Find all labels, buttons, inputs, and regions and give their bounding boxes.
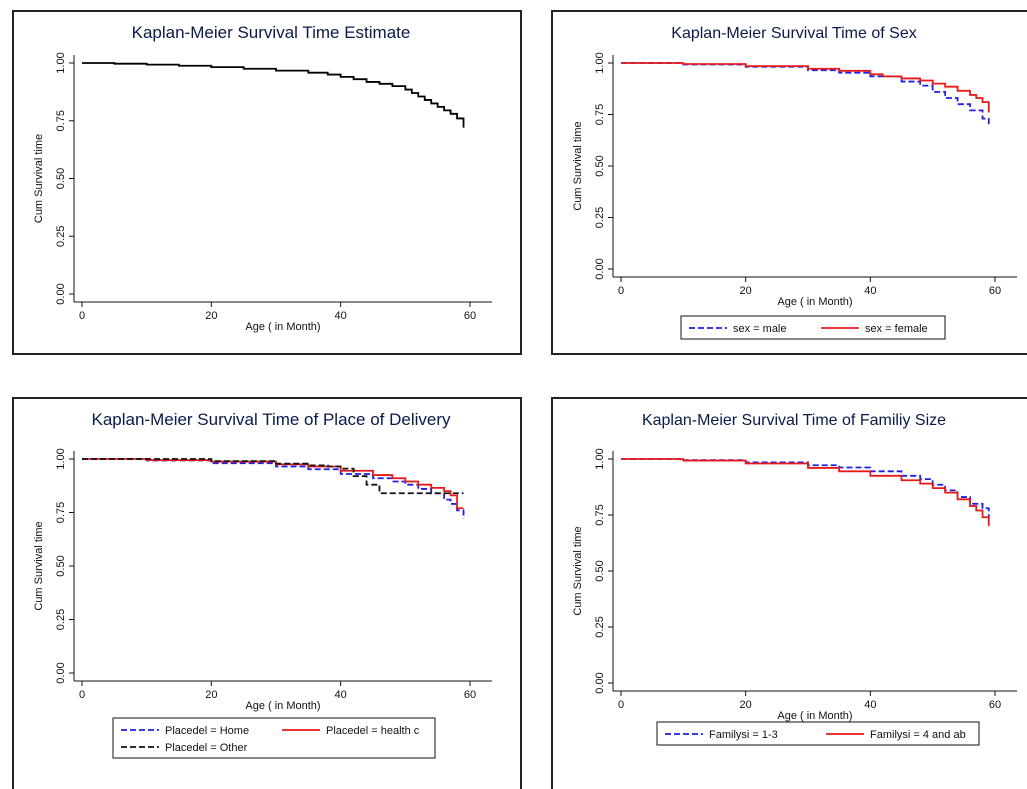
legend-box — [656, 721, 980, 746]
legend-label: Placedel = Other — [165, 742, 248, 754]
series-line-1 — [621, 62, 990, 113]
y-tick-label: 0.75 — [55, 110, 67, 131]
x-tick-label: 40 — [335, 310, 347, 322]
series-line-2 — [82, 458, 464, 495]
y-tick-label: 0.00 — [594, 672, 606, 693]
y-tick-label: 1.00 — [594, 52, 606, 73]
x-tick-label: 0 — [618, 699, 624, 711]
chart-title: Kaplan-Meier Survival Time of Familiy Si… — [642, 412, 946, 429]
x-axis-label: Age ( in Month) — [245, 321, 320, 333]
series-line-1 — [621, 458, 990, 527]
legend-label: Placedel = Home — [165, 725, 249, 737]
x-axis-label: Age ( in Month) — [777, 296, 852, 308]
y-tick-label: 0.50 — [594, 155, 606, 176]
legend-label: sex = female — [865, 323, 928, 335]
series-line-0 — [621, 62, 990, 127]
series-line-0 — [82, 458, 465, 519]
y-axis-label: Cum Survival time — [572, 526, 584, 615]
chart-title: Kaplan-Meier Survival Time of Sex — [671, 25, 916, 42]
legend-label: Familysi = 1-3 — [709, 729, 778, 741]
y-tick-label: 0.50 — [55, 555, 67, 576]
legend-label: sex = male — [733, 323, 787, 335]
y-tick-label: 0.75 — [594, 104, 606, 125]
y-tick-label: 0.00 — [55, 283, 67, 304]
x-tick-label: 40 — [864, 285, 876, 297]
chart-panel-family-size: Kaplan-Meier Survival Time of Familiy Si… — [551, 397, 1027, 789]
x-tick-label: 20 — [740, 285, 752, 297]
x-tick-label: 0 — [79, 689, 85, 701]
y-tick-label: 0.25 — [55, 226, 67, 247]
x-tick-label: 40 — [335, 689, 347, 701]
y-tick-label: 0.25 — [594, 616, 606, 637]
series-line-0 — [82, 62, 465, 128]
chart-svg-place-of-delivery: Kaplan-Meier Survival Time of Place of D… — [33, 410, 492, 759]
y-tick-label: 1.00 — [594, 448, 606, 469]
x-tick-label: 60 — [989, 285, 1001, 297]
chart-title: Kaplan-Meier Survival Time Estimate — [132, 23, 411, 42]
y-axis-label: Cum Survival time — [33, 521, 45, 610]
y-tick-label: 0.00 — [594, 258, 606, 279]
y-tick-label: 0.75 — [55, 502, 67, 523]
y-tick-label: 0.50 — [594, 560, 606, 581]
x-tick-label: 60 — [464, 689, 476, 701]
chart-panel-sex: Kaplan-Meier Survival Time of Sex 0.00 0.2… — [551, 10, 1027, 355]
legend-label: Placedel = health c — [326, 725, 420, 737]
y-tick-label: 1.00 — [55, 52, 67, 73]
x-tick-label: 20 — [740, 699, 752, 711]
x-tick-label: 60 — [989, 699, 1001, 711]
chart-svg-sex: Kaplan-Meier Survival Time of Sex 0.00 0.2… — [572, 25, 1017, 340]
x-tick-label: 60 — [464, 310, 476, 322]
y-tick-label: 0.75 — [594, 504, 606, 525]
y-tick-label: 0.50 — [55, 168, 67, 189]
chart-svg-family-size: Kaplan-Meier Survival Time of Familiy Si… — [572, 412, 1017, 746]
legend-box — [680, 315, 946, 340]
y-tick-label: 0.25 — [55, 609, 67, 630]
legend-box — [112, 717, 436, 759]
x-tick-label: 20 — [205, 689, 217, 701]
y-tick-label: 1.00 — [55, 448, 67, 469]
series-line-1 — [82, 458, 464, 510]
legend-label: Familysi = 4 and ab — [870, 729, 966, 741]
chart-panel-estimate: Kaplan-Meier Survival Time Estimate 0.00 0… — [12, 10, 522, 355]
chart-panel-place-of-delivery: Kaplan-Meier Survival Time of Place of D… — [12, 397, 522, 789]
x-tick-label: 0 — [79, 310, 85, 322]
y-axis-label: Cum Survival time — [33, 134, 45, 223]
y-tick-label: 0.25 — [594, 207, 606, 228]
x-axis-label: Age ( in Month) — [777, 710, 852, 722]
y-tick-label: 0.00 — [55, 662, 67, 683]
x-tick-label: 20 — [205, 310, 217, 322]
x-tick-label: 40 — [864, 699, 876, 711]
y-axis-label: Cum Survival time — [572, 121, 584, 210]
x-tick-label: 0 — [618, 285, 624, 297]
chart-svg-estimate: Kaplan-Meier Survival Time Estimate 0.00 0… — [33, 23, 492, 333]
chart-title: Kaplan-Meier Survival Time of Place of D… — [91, 410, 451, 429]
x-axis-label: Age ( in Month) — [245, 700, 320, 712]
